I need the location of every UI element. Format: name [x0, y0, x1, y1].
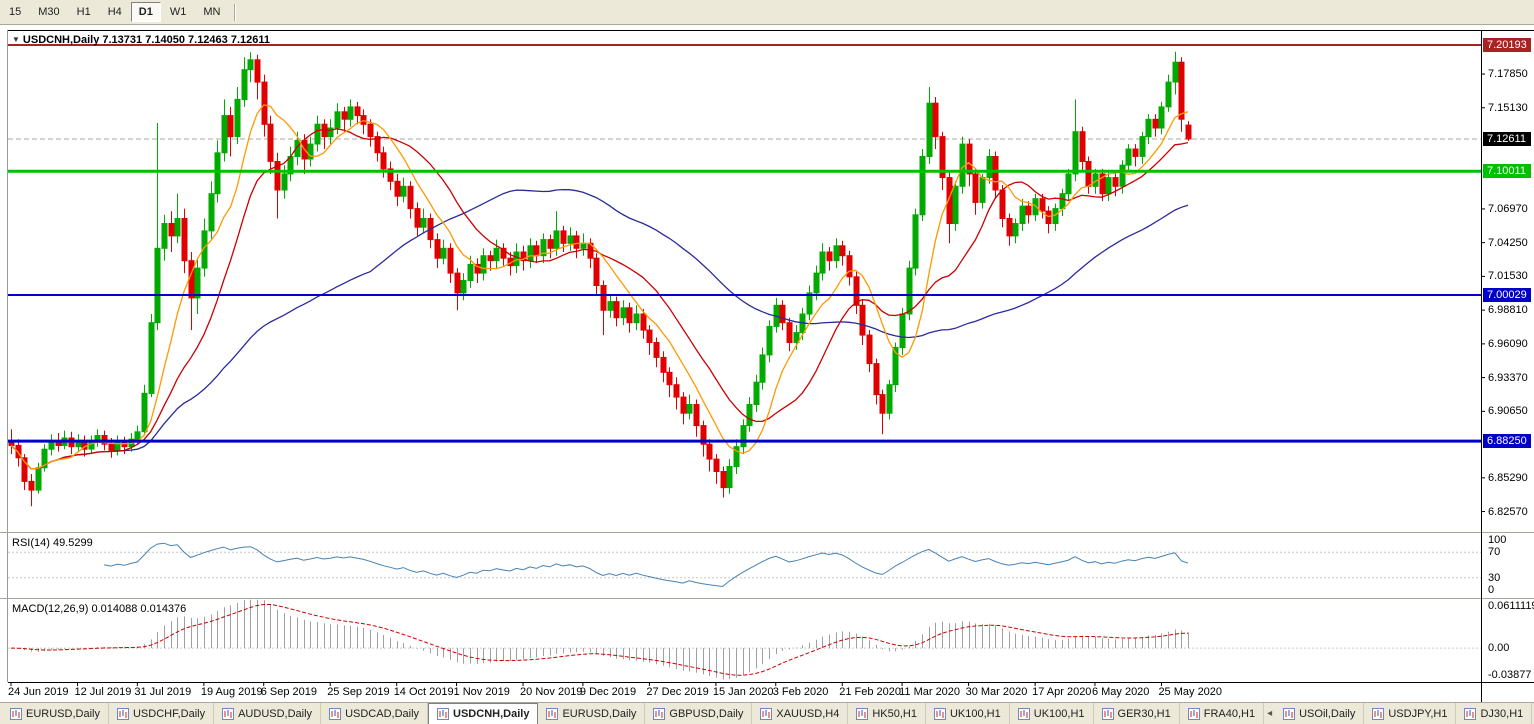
chart-tab-icon [1187, 707, 1200, 720]
timeframe-button-H4[interactable]: H4 [107, 6, 122, 18]
timeframe-button-15[interactable]: 15 [9, 6, 22, 18]
chart-tab-icon [1283, 707, 1296, 720]
toolbar-separator [234, 3, 237, 21]
timeframe-button-W1[interactable]: W1 [169, 6, 187, 18]
chart-tab-XAUUSD-H4[interactable]: XAUUSD,H4 [752, 703, 849, 724]
chart-tab-icon [760, 707, 773, 720]
chart-tab-label: EURUSD,Daily [26, 707, 100, 720]
timeframe-toolbar: 15 M30 H1 H4 D1 W1 MN [0, 0, 1534, 25]
chart-tab-label: USDCHF,Daily [132, 707, 206, 720]
chart-tab-USDCNH-Daily[interactable]: USDCNH,Daily [428, 703, 539, 724]
chart-tab-icon [329, 707, 342, 720]
chart-tab-icon [1017, 707, 1030, 720]
chart-tab-DJ30-H1[interactable]: DJ30,H1 [1456, 703, 1533, 724]
chart-tabs-bar: EURUSD,Daily USDCHF,Daily AUDUSD,Daily USDC… [0, 702, 1534, 724]
chart-tab-label: USDCAD,Daily [345, 707, 420, 720]
chart-tab-USDJPY-H1[interactable]: USDJPY,H1 [1364, 703, 1457, 724]
chart-tab-icon [1101, 707, 1114, 720]
chart-tab-label: UK100,H1 [1033, 707, 1085, 720]
timeframe-button-D1[interactable]: D1 [130, 2, 161, 22]
chart-tab-label: DJ30,H1 [1480, 707, 1524, 720]
chart-tab-label: HK50,H1 [872, 707, 917, 720]
chart-tab-label: FRA40,H1 [1203, 707, 1256, 720]
chart-tab-icon [856, 707, 869, 720]
chart-tab-label: GER30,H1 [1117, 707, 1171, 720]
chart-tab-USDCAD-Daily[interactable]: USDCAD,Daily [321, 703, 429, 724]
chart-tab-EURUSD-Daily[interactable]: EURUSD,Daily [538, 703, 646, 724]
chart-tab-GER30-H1[interactable]: GER30,H1 [1094, 703, 1180, 724]
chart-plot-area[interactable] [0, 25, 1534, 702]
chart-tab-label: USDCNH,Daily [453, 708, 530, 720]
chart-tab-USDCHF-Daily[interactable]: USDCHF,Daily [109, 703, 215, 724]
chart-tab-icon [1372, 707, 1385, 720]
chart-tab-icon [222, 707, 235, 720]
chart-tab-icon [653, 707, 666, 720]
chart-tab-AUDUSD-Daily[interactable]: AUDUSD,Daily [214, 703, 322, 724]
chart-tab-HK50-H1[interactable]: HK50,H1 [848, 703, 926, 724]
chart-tab-label: USOil,Daily [1299, 707, 1356, 720]
chart-tab-label: EURUSD,Daily [562, 707, 637, 720]
chart-tab-label: GBPUSD,Daily [669, 707, 744, 720]
chart-tab-icon [933, 707, 946, 720]
chart-tab-label: XAUUSD,H4 [776, 707, 840, 720]
tab-scroll-left-icon[interactable]: ◂ [1267, 708, 1273, 719]
chart-tab-icon [437, 708, 450, 720]
chart-tab-icon [546, 707, 559, 720]
chart-tab-icon [116, 707, 129, 720]
chart-tab-icon [1464, 707, 1477, 720]
timeframe-button-MN[interactable]: MN [203, 6, 221, 18]
timeframe-button-H1[interactable]: H1 [76, 6, 91, 18]
chart-tab-FRA40-H1[interactable]: FRA40,H1 [1180, 703, 1265, 724]
chart-tab-UK100-H1[interactable]: UK100,H1 [926, 703, 1010, 724]
chart-tab-UK100-H1[interactable]: UK100,H1 [1010, 703, 1094, 724]
chart-tab-icon [10, 707, 22, 720]
timeframe-button-M30[interactable]: M30 [38, 6, 60, 18]
chart-tab-EURUSD-Daily[interactable]: EURUSD,Daily [2, 703, 109, 724]
chart-tab-label: USDJPY,H1 [1388, 707, 1448, 720]
chart-tab-GBPUSD-Daily[interactable]: GBPUSD,Daily [645, 703, 753, 724]
chart-tab-label: UK100,H1 [949, 707, 1001, 720]
chart-tab-USOil-Daily[interactable]: USOil,Daily [1275, 703, 1365, 724]
chart-tab-label: AUDUSD,Daily [238, 707, 313, 720]
